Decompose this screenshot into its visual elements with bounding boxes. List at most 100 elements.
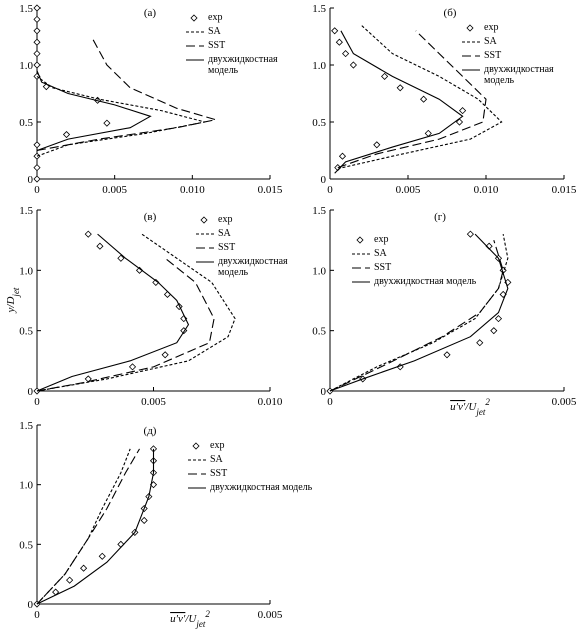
data-point — [140, 516, 148, 525]
legend-label: exp — [374, 234, 389, 245]
y-tick-label: 1.5 — [312, 3, 326, 15]
data-point — [33, 50, 41, 58]
x-tick-label: 0 — [34, 184, 40, 196]
y-tick-label: 1.5 — [19, 3, 33, 15]
x-tick-label: 0.010 — [474, 184, 499, 196]
x-label-sub: jet — [195, 619, 205, 629]
data-point — [33, 4, 41, 12]
x-tick-label: 0.010 — [258, 396, 283, 408]
x-tick-label: 0.005 — [258, 609, 283, 621]
data-point — [66, 576, 74, 584]
data-point — [420, 95, 428, 103]
y-label-main: y/D — [5, 297, 17, 314]
data-point — [494, 315, 503, 323]
y-tick-label: 0.5 — [19, 117, 33, 129]
x-tick-label: 0 — [327, 396, 333, 408]
panel-label: (а) — [144, 7, 157, 19]
data-point — [466, 230, 474, 238]
series-line — [36, 448, 131, 605]
x-tick-label: 0.005 — [102, 184, 127, 196]
data-point — [135, 266, 144, 274]
legend-label: SA — [218, 228, 231, 239]
data-point — [455, 118, 464, 126]
y-tick-label: 0 — [321, 174, 327, 186]
series-line — [337, 30, 487, 169]
data-point — [128, 363, 137, 371]
series-line — [329, 233, 509, 392]
data-point — [373, 141, 381, 149]
data-point — [152, 278, 160, 286]
y-tick-label: 0 — [28, 386, 34, 398]
y-tick-label: 0 — [28, 599, 34, 611]
legend-label: exp — [208, 12, 223, 23]
x-axis-label: u′v′/Ujet2 — [450, 397, 490, 417]
y-label-sub: jet — [11, 287, 21, 297]
legend-label: SST — [484, 50, 502, 61]
data-point — [443, 351, 451, 359]
legend-label: SA — [210, 454, 223, 465]
legend-marker — [190, 14, 198, 22]
x-label-sup: 2 — [485, 397, 490, 407]
y-tick-label: 1.0 — [19, 265, 33, 277]
data-point — [342, 50, 350, 58]
legend-label: двухжидкостная модель — [210, 482, 313, 493]
data-point — [103, 119, 111, 127]
x-tick-label: 0 — [34, 609, 40, 621]
panel-label: (г) — [434, 211, 446, 223]
series-line — [36, 36, 216, 152]
legend-label: двухжидкостная модель — [218, 256, 288, 278]
x-tick-label: 0 — [34, 396, 40, 408]
data-point — [161, 351, 169, 359]
legend-label: SST — [374, 262, 392, 273]
legend-label: SST — [208, 40, 226, 51]
series-line — [36, 233, 236, 392]
y-tick-label: 1.5 — [19, 420, 33, 432]
y-tick-label: 0.5 — [19, 539, 33, 551]
legend-label: SA — [484, 36, 497, 47]
x-tick-label: 0.010 — [180, 184, 205, 196]
data-point — [33, 38, 41, 46]
x-tick-label: 0.015 — [258, 184, 283, 196]
y-tick-label: 1.0 — [19, 60, 33, 72]
legend-label: exp — [218, 214, 233, 225]
data-point — [33, 15, 41, 23]
y-tick-label: 0.5 — [19, 326, 33, 338]
x-label-main: u′v′ — [450, 401, 466, 413]
x-label-sup: 2 — [205, 609, 210, 619]
x-tick-label: 0.005 — [396, 184, 421, 196]
series-line — [36, 448, 140, 605]
legend-marker — [192, 442, 200, 450]
series-line — [334, 30, 464, 174]
data-point — [459, 107, 467, 115]
series-line — [36, 70, 152, 152]
y-tick-label: 1.0 — [312, 60, 326, 72]
x-tick-label: 0.015 — [552, 184, 577, 196]
legend-label: exp — [484, 22, 499, 33]
legend-marker — [356, 236, 364, 244]
data-point — [490, 327, 498, 335]
data-point — [62, 130, 71, 139]
data-point — [84, 230, 92, 238]
x-tick-label: 0.005 — [141, 396, 166, 408]
panel-label: (в) — [144, 211, 157, 223]
data-point — [381, 72, 389, 80]
legend-label: двухжидкостная модель — [484, 64, 554, 86]
series-line — [36, 75, 205, 157]
data-point — [96, 242, 104, 250]
data-point — [33, 141, 41, 149]
series-line — [329, 234, 509, 392]
data-point — [80, 564, 88, 572]
y-tick-label: 1.5 — [312, 205, 326, 217]
legend-label: двухжидкостная модель — [374, 276, 477, 287]
data-point — [331, 27, 339, 35]
data-point — [396, 84, 404, 92]
series-line — [36, 257, 215, 392]
legend-label: SST — [210, 468, 228, 479]
series-line — [329, 240, 504, 392]
y-tick-label: 0.5 — [312, 326, 326, 338]
legend-marker — [466, 24, 474, 32]
data-point — [33, 61, 41, 69]
legend-label: exp — [210, 440, 225, 451]
